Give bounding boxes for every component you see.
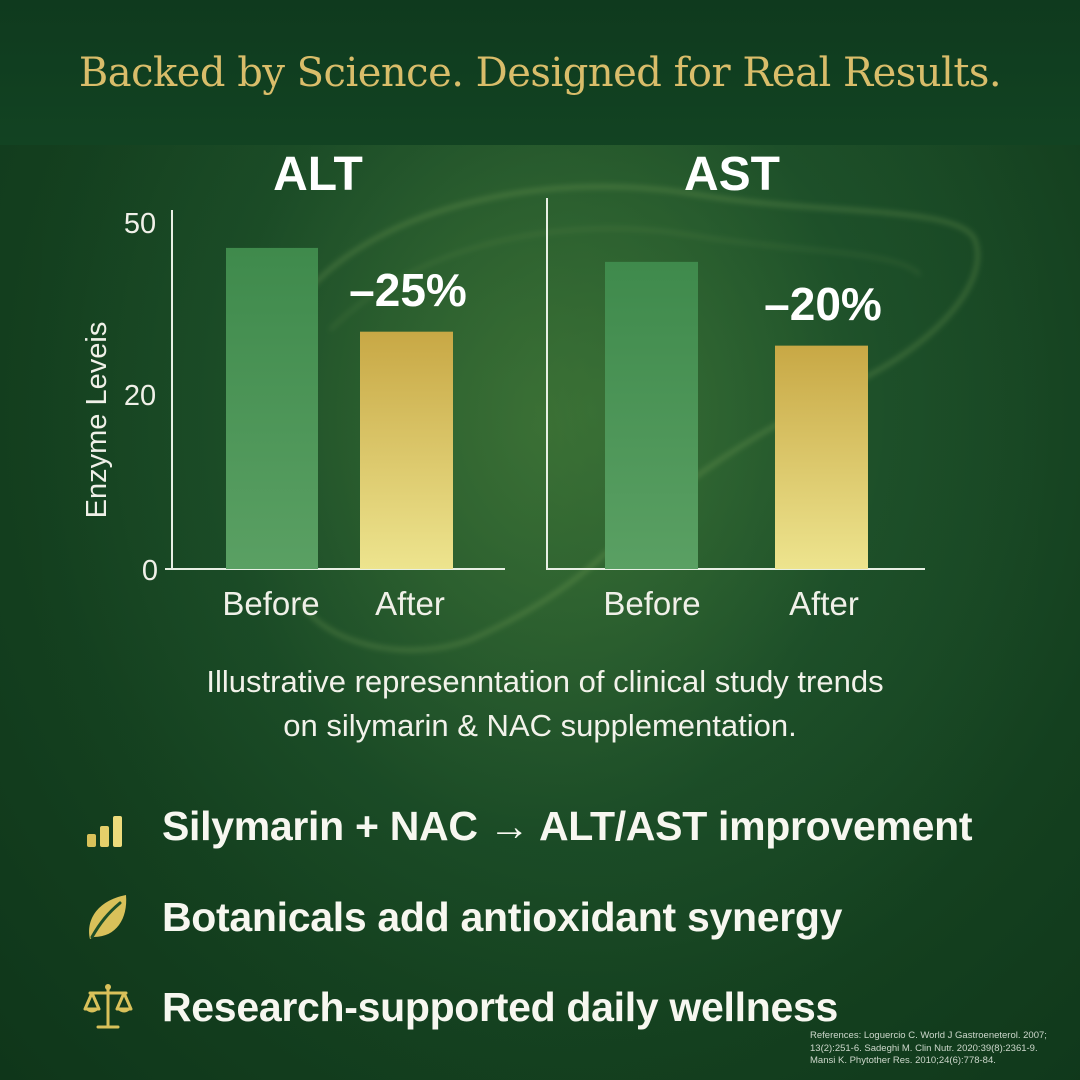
alt-x-label-before: Before	[222, 585, 319, 622]
feature-label: Research-supported daily wellness	[162, 983, 838, 1030]
feature-label: Botanicals add antioxidant synergy	[162, 893, 843, 940]
y-tick-50: 50	[124, 208, 156, 240]
ast-x-label-after: After	[789, 585, 859, 622]
alt-bar-before	[226, 247, 318, 570]
headline: Backed by Science. Designed for Real Res…	[78, 50, 1002, 96]
caption-line-1: Illustrative represenntation of clinical…	[206, 664, 884, 699]
y-tick-20: 20	[124, 380, 156, 412]
caption-line-2: on silymarin & NAC supplementation.	[283, 708, 797, 743]
reference-line: References: Loguercio C. World J Gastroe…	[810, 1030, 1047, 1041]
feature-item-enzymes: Silymarin + NAC → ALT/AST improvement	[82, 796, 972, 856]
references-footnote: References: Loguercio C. World J Gastroe…	[810, 1030, 1075, 1068]
alt-reduction-label: –25%	[349, 264, 467, 316]
alt-bar-after	[360, 331, 453, 569]
ast-chart: AST –20% Before After	[546, 148, 925, 622]
ast-reduction-label: –20%	[764, 278, 882, 330]
reference-line: Mansi K. Phytother Res. 2010;24(6):778-8…	[810, 1055, 996, 1066]
ast-x-label-before: Before	[603, 585, 700, 622]
scales-icon	[82, 981, 134, 1033]
ast-bar-after	[775, 345, 868, 569]
ast-chart-title: AST	[684, 148, 780, 201]
y-tick-0: 0	[142, 555, 158, 587]
alt-chart-title: ALT	[273, 148, 363, 201]
feature-label: Silymarin + NAC → ALT/AST improvement	[162, 802, 973, 849]
chart-caption: Illustrative represenntation of clinical…	[0, 660, 1080, 748]
alt-x-label-after: After	[375, 585, 445, 622]
ast-bar-before	[605, 261, 698, 569]
feature-item-research: Research-supported daily wellness	[82, 977, 838, 1037]
feature-item-botanicals: Botanicals add antioxidant synergy	[82, 887, 842, 947]
leaf-icon	[82, 891, 134, 943]
enzyme-bar-charts: ALT Enzyme Leveis 0 20 50 –25% Before Af…	[81, 148, 925, 622]
alt-chart: ALT Enzyme Leveis 0 20 50 –25% Before Af…	[81, 148, 505, 622]
y-axis-label: Enzyme Leveis	[81, 322, 113, 519]
header-band	[0, 0, 1080, 145]
reference-line: 13(2):251-6. Sadeghi M. Clin Nutr. 2020:…	[810, 1042, 1038, 1054]
chart-panel	[42, 145, 1038, 1080]
bar-chart-icon	[82, 800, 134, 852]
